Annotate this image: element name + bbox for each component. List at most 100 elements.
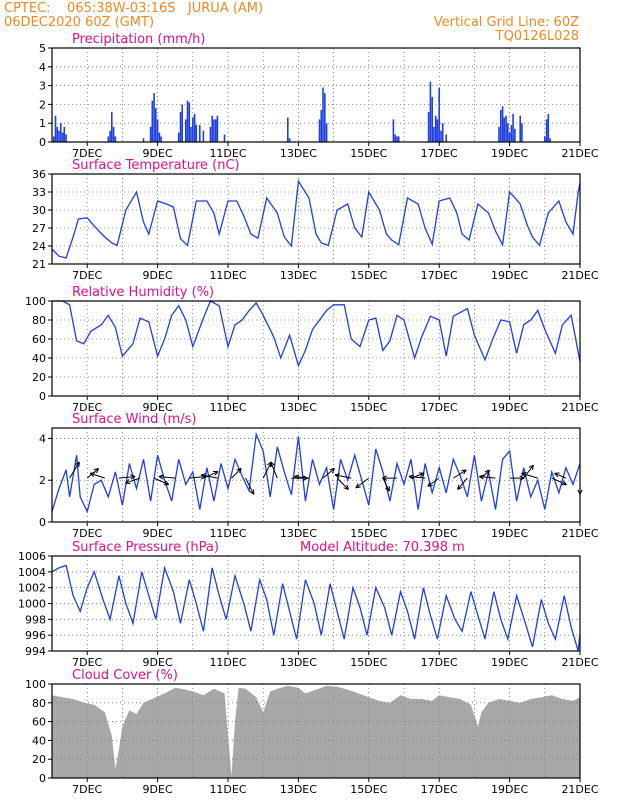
- wind-arrow-shaft: [203, 471, 219, 479]
- x-tick-label: 13DEC: [280, 527, 317, 540]
- precip-bar: [501, 106, 504, 142]
- y-tick-label: 994: [25, 645, 46, 658]
- wind-arrow-shaft: [322, 468, 335, 479]
- precip-bar: [193, 113, 196, 142]
- wind-arrow-shaft: [153, 477, 169, 486]
- y-tick-label: 20: [32, 753, 46, 766]
- wind-arrow-head: [158, 474, 164, 480]
- precip-bar: [440, 130, 442, 142]
- precip-bar: [433, 127, 435, 142]
- precip-bar: [396, 136, 398, 142]
- x-tick-label: 11DEC: [209, 527, 246, 540]
- precip-bar: [56, 127, 59, 142]
- panel-cloud: 0 20 40 60 80 100 7DEC 9DEC 11DEC 13DEC 15DEC 17DEC…: [25, 668, 599, 796]
- precip-bar: [549, 138, 551, 142]
- wind-arrow-shaft: [189, 476, 206, 479]
- panel-wind: 0 2 4 7DEC 9DEC 11DEC 13DEC 15DEC 17DEC 19DEC 21DE…: [39, 412, 599, 540]
- precip-bar: [441, 123, 444, 142]
- y-tick-label: 1002: [18, 582, 46, 595]
- precip-bar: [397, 136, 400, 142]
- y-tick-label: 24: [32, 240, 46, 253]
- y-tick-label: 1006: [18, 550, 46, 563]
- wind-arrow-head: [125, 479, 131, 485]
- precip-bar: [545, 119, 548, 142]
- x-tick-label: 21DEC: [561, 269, 598, 282]
- panel-frame: [51, 173, 581, 265]
- wind-arrow-head: [528, 464, 534, 471]
- precip-bar: [158, 132, 161, 142]
- y-tick-label: 27: [32, 222, 46, 235]
- panel-temp: 21 24 27 30 33 36 7DEC 9DEC 11DEC 13DEC 15DEC 17DEC…: [32, 158, 599, 282]
- y-tick-label: 1004: [18, 566, 46, 579]
- x-tick-label: 17DEC: [421, 527, 458, 540]
- precip-bar: [427, 111, 430, 142]
- y-tick-label: 0: [39, 390, 46, 403]
- wind-arrow-shaft: [158, 476, 176, 479]
- wind-arrow-shaft: [453, 469, 467, 479]
- precip-bar: [185, 119, 187, 142]
- wind-arrow-shaft: [90, 472, 105, 479]
- temp-series-line: [51, 179, 581, 259]
- wind-arrow: [408, 474, 426, 480]
- panel-title: Relative Humidity (%): [72, 285, 214, 300]
- x-tick-label: 11DEC: [209, 147, 246, 160]
- x-tick-label: 21DEC: [561, 401, 598, 414]
- wind-arrow-head: [130, 474, 136, 480]
- precip-bar: [544, 136, 546, 142]
- x-tick-label: 15DEC: [350, 401, 387, 414]
- precip-bar: [112, 127, 115, 142]
- x-tick-label: 21DEC: [561, 656, 598, 669]
- x-tick-label: 7DEC: [72, 401, 102, 414]
- y-tick-label: 998: [25, 613, 46, 626]
- wind-arrow-head: [93, 467, 99, 474]
- precip-bar: [190, 127, 192, 142]
- wind-arrow-head: [554, 472, 560, 478]
- wind-arrow-shaft: [334, 474, 352, 479]
- wind-arrow-head: [427, 481, 433, 487]
- y-tick-label: 30: [32, 204, 46, 217]
- wind-arrow-shaft: [479, 476, 496, 479]
- wind-arrow-head: [479, 474, 485, 480]
- wind-arrow-head: [521, 471, 527, 478]
- y-tick-label: 0: [39, 516, 46, 529]
- wind-arrow-head: [200, 473, 207, 479]
- wind-arrow-head: [418, 472, 425, 478]
- wind-arrow-head: [236, 467, 242, 474]
- y-tick-label: 100: [25, 678, 46, 691]
- wind-arrow-shaft: [201, 474, 218, 479]
- panel-title: Surface Temperature (nC): [72, 158, 240, 173]
- wind-arrow-shaft: [355, 477, 370, 489]
- wind-arrow-shaft: [69, 461, 80, 479]
- y-tick-label: 2: [39, 474, 46, 487]
- y-tick-label: 80: [32, 314, 46, 327]
- precip-bar: [521, 123, 523, 142]
- x-tick-label: 11DEC: [209, 656, 246, 669]
- x-tick-label: 19DEC: [491, 147, 528, 160]
- precip-bar: [547, 113, 550, 142]
- wind-arrow-head: [163, 480, 170, 486]
- y-tick-label: 36: [32, 168, 46, 181]
- wind-arrow-shaft: [551, 477, 567, 486]
- precip-bar: [156, 119, 159, 142]
- wind-arrow-shaft: [118, 476, 136, 479]
- wind-arrow-head: [484, 469, 491, 475]
- x-tick-label: 9DEC: [143, 269, 173, 282]
- y-tick-label: 33: [32, 186, 46, 199]
- precip-bar: [63, 127, 66, 142]
- wind-arrow: [509, 475, 525, 481]
- x-tick-label: 7DEC: [72, 527, 102, 540]
- precip-bar: [209, 127, 212, 142]
- panel-frame: [51, 47, 581, 143]
- precip-bar: [503, 117, 506, 142]
- x-tick-label: 11DEC: [209, 401, 246, 414]
- panel-title: Precipitation (mm/h): [72, 32, 205, 47]
- precip-bar: [214, 119, 217, 142]
- wind-arrow: [382, 475, 397, 481]
- y-tick-label: 0: [39, 772, 46, 785]
- precip-bar: [107, 136, 110, 142]
- x-tick-label: 15DEC: [350, 147, 387, 160]
- wind-arrow: [125, 477, 141, 485]
- wind-arrow-head: [385, 486, 390, 492]
- x-tick-label: 13DEC: [280, 656, 317, 669]
- y-tick-label: 1000: [18, 598, 46, 611]
